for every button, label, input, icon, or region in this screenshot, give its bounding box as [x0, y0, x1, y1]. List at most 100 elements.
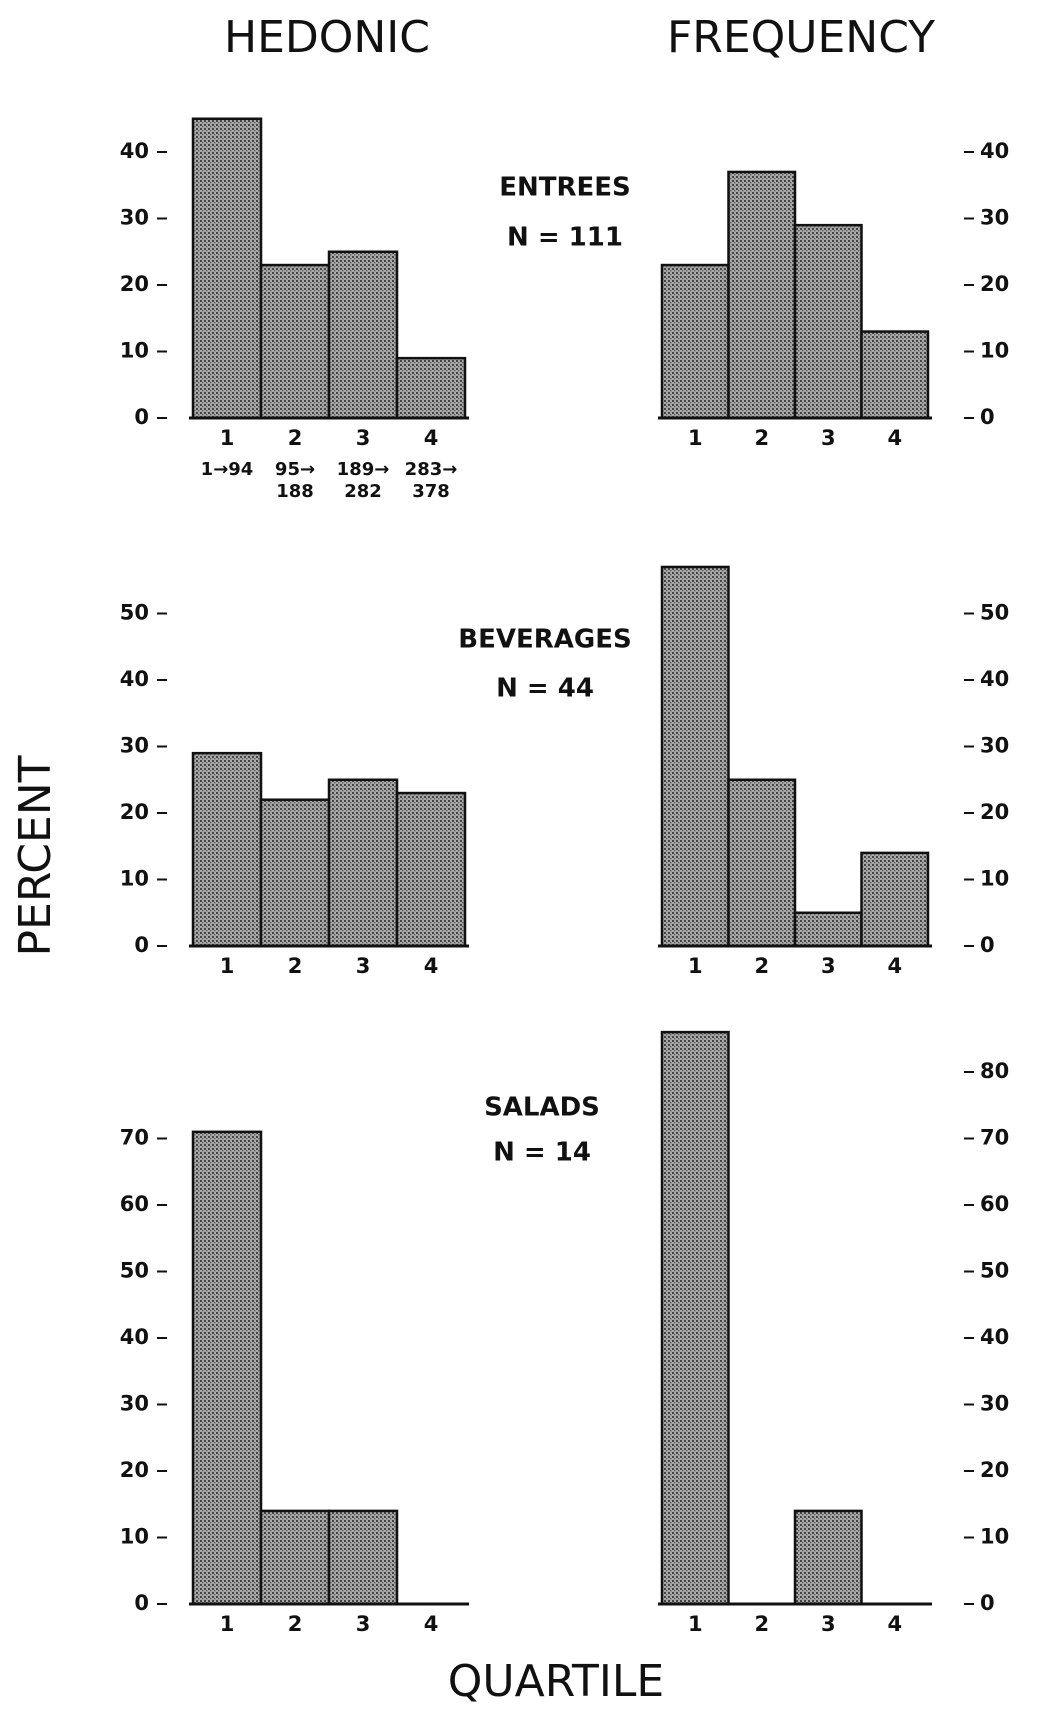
y-tick-label: 60	[980, 1192, 1009, 1216]
y-tick-label: 20	[980, 272, 1009, 296]
panel-title: SALADS	[484, 1093, 600, 1123]
panel-title: ENTREES	[499, 173, 631, 203]
y-tick-label: 10	[120, 339, 149, 363]
x-tick-label: 1	[220, 1612, 235, 1636]
y-tick-label: 30	[980, 1392, 1009, 1416]
x-tick-label: 3	[356, 1612, 371, 1636]
bar	[395, 791, 467, 948]
x-tick-label: 4	[424, 426, 439, 450]
y-tick-label: 20	[980, 800, 1009, 824]
x-axis-label: QUARTILE	[448, 1656, 664, 1707]
y-tick-label: 10	[980, 1525, 1009, 1549]
quartile-range: 378	[412, 481, 450, 502]
y-tick-label: 20	[120, 1458, 149, 1482]
bar	[860, 330, 930, 420]
y-tick-label: 10	[120, 1525, 149, 1549]
y-tick-label: 40	[980, 1325, 1009, 1349]
y-tick-label: 0	[980, 933, 995, 957]
x-tick-label: 1	[220, 954, 235, 978]
column-title: HEDONIC	[224, 12, 430, 63]
bar	[259, 263, 331, 420]
bar	[259, 798, 331, 948]
x-tick-label: 2	[754, 426, 769, 450]
y-tick-label: 40	[980, 139, 1009, 163]
y-tick-label: 0	[134, 405, 149, 429]
bar	[660, 565, 730, 948]
y-tick-label: 30	[120, 734, 149, 758]
x-tick-label: 1	[220, 426, 235, 450]
quartile-range: 189→	[337, 459, 390, 480]
bar	[793, 223, 863, 420]
bar	[191, 1130, 263, 1606]
x-tick-label: 1	[688, 426, 703, 450]
x-tick-label: 4	[887, 426, 902, 450]
x-tick-label: 3	[821, 426, 836, 450]
x-tick-label: 2	[754, 954, 769, 978]
panel-subtitle: N = 44	[496, 674, 594, 704]
x-tick-label: 4	[887, 1612, 902, 1636]
y-tick-label: 80	[980, 1059, 1009, 1083]
bar	[660, 263, 730, 420]
y-tick-label: 0	[980, 405, 995, 429]
bar	[660, 1030, 730, 1606]
bar	[793, 911, 863, 948]
y-tick-label: 0	[980, 1591, 995, 1615]
bar	[191, 117, 263, 420]
bar	[860, 851, 930, 948]
y-tick-label: 50	[980, 601, 1009, 625]
bar	[327, 250, 399, 420]
panel-subtitle: N = 111	[507, 223, 623, 253]
y-tick-label: 20	[120, 272, 149, 296]
bar	[327, 778, 399, 948]
quartile-range: 188	[276, 481, 314, 502]
y-tick-label: 10	[980, 867, 1009, 891]
x-tick-label: 4	[424, 954, 439, 978]
y-tick-label: 60	[120, 1192, 149, 1216]
bar	[191, 751, 263, 948]
panel-subtitle: N = 14	[493, 1138, 591, 1168]
bar	[793, 1509, 863, 1606]
x-tick-label: 2	[288, 426, 303, 450]
y-tick-label: 50	[980, 1259, 1009, 1283]
x-tick-label: 2	[288, 954, 303, 978]
bar	[727, 170, 797, 420]
x-tick-label: 3	[356, 954, 371, 978]
x-tick-label: 4	[424, 1612, 439, 1636]
y-tick-label: 30	[120, 1392, 149, 1416]
bar	[727, 778, 797, 948]
x-tick-label: 2	[288, 1612, 303, 1636]
y-tick-label: 30	[980, 206, 1009, 230]
quartile-range: 1→94	[201, 459, 254, 480]
y-tick-label: 30	[980, 734, 1009, 758]
y-tick-label: 50	[120, 601, 149, 625]
x-tick-label: 2	[754, 1612, 769, 1636]
column-title: FREQUENCY	[667, 12, 935, 63]
y-tick-label: 50	[120, 1259, 149, 1283]
x-tick-label: 3	[821, 1612, 836, 1636]
y-tick-label: 20	[120, 800, 149, 824]
y-tick-label: 70	[980, 1126, 1009, 1150]
x-tick-label: 4	[887, 954, 902, 978]
panel-title: BEVERAGES	[458, 625, 631, 655]
x-tick-label: 3	[356, 426, 371, 450]
x-tick-label: 1	[688, 1612, 703, 1636]
y-tick-label: 30	[120, 206, 149, 230]
y-tick-label: 40	[120, 1325, 149, 1349]
y-tick-label: 40	[980, 667, 1009, 691]
y-tick-label: 10	[980, 339, 1009, 363]
quartile-range: 282	[344, 481, 382, 502]
y-axis-label: PERCENT	[10, 755, 61, 956]
x-tick-label: 1	[688, 954, 703, 978]
bar	[395, 356, 467, 420]
y-tick-label: 70	[120, 1126, 149, 1150]
y-tick-label: 20	[980, 1458, 1009, 1482]
y-tick-label: 0	[134, 1591, 149, 1615]
bar	[259, 1509, 331, 1606]
y-tick-label: 40	[120, 667, 149, 691]
y-tick-label: 10	[120, 867, 149, 891]
x-tick-label: 3	[821, 954, 836, 978]
quartile-range: 283→	[405, 459, 458, 480]
quartile-range: 95→	[275, 459, 315, 480]
